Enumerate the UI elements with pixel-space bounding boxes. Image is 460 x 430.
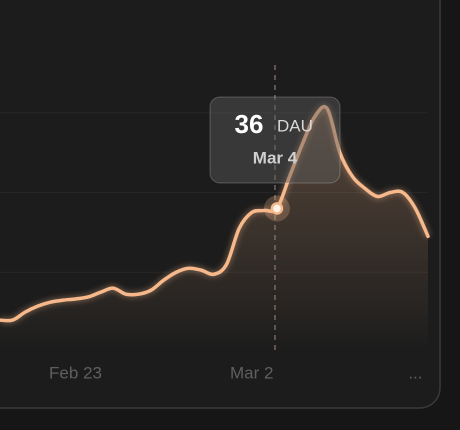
line	[0, 104, 430, 323]
x-tick-label: Mar 2	[230, 363, 273, 382]
tooltip-unit: DAU	[277, 116, 313, 135]
tooltip: 36 DAU Mar 4	[209, 96, 341, 184]
hover-point	[270, 202, 284, 215]
tooltip-value: 36	[235, 109, 264, 139]
x-tick-label: Feb 23	[49, 363, 102, 382]
x-tick-label: ...	[408, 363, 422, 382]
tooltip-box	[209, 96, 341, 184]
plot	[0, 103, 431, 353]
tooltip-date: Mar 4	[253, 148, 298, 167]
